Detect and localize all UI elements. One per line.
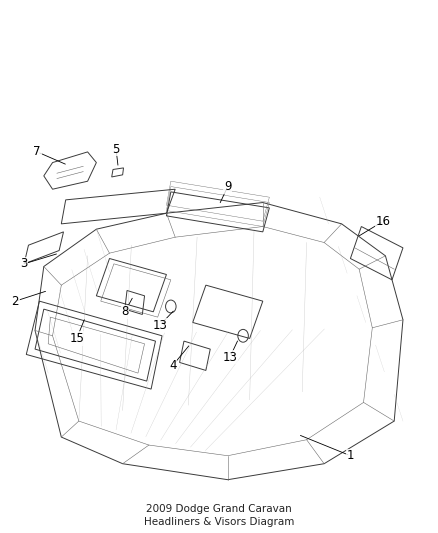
Text: 16: 16 (376, 215, 391, 228)
Text: 13: 13 (223, 351, 237, 364)
Text: 2009 Dodge Grand Caravan: 2009 Dodge Grand Caravan (146, 504, 292, 514)
Text: Headliners & Visors Diagram: Headliners & Visors Diagram (144, 518, 294, 527)
Text: 2: 2 (11, 295, 19, 308)
Text: 9: 9 (224, 180, 232, 193)
Text: 15: 15 (69, 332, 84, 345)
Text: 13: 13 (152, 319, 167, 332)
Text: 7: 7 (33, 146, 41, 158)
Text: 5: 5 (113, 143, 120, 156)
Text: 4: 4 (169, 359, 177, 372)
Text: 3: 3 (21, 257, 28, 270)
Text: 1: 1 (346, 449, 354, 462)
Text: 8: 8 (121, 305, 128, 318)
